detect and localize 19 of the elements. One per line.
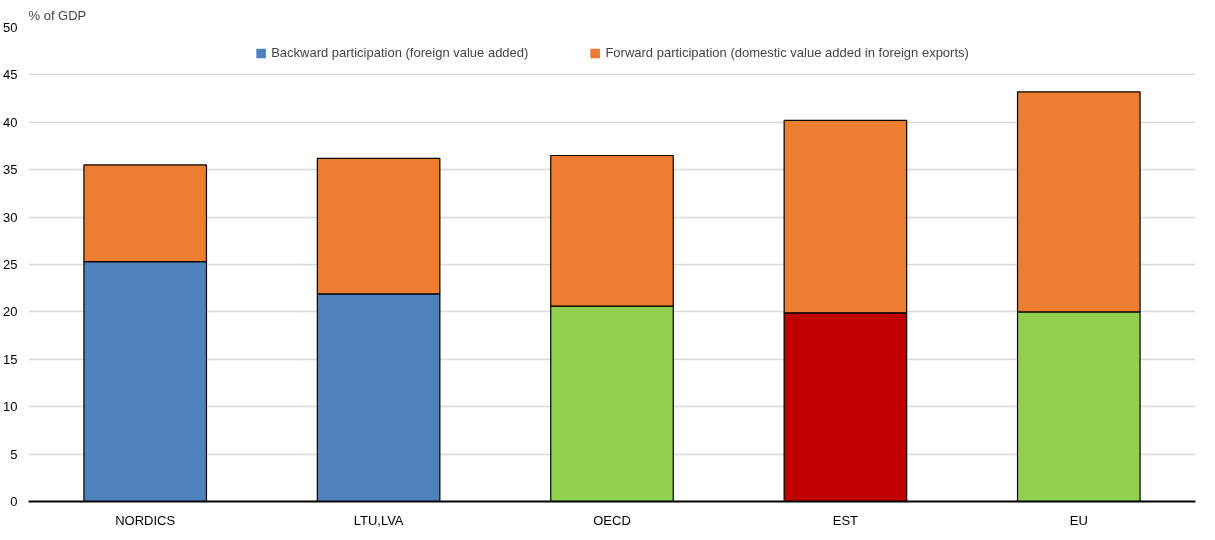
- y-tick-label: 40: [3, 114, 18, 130]
- x-tick-label: EST: [832, 512, 859, 528]
- y-tick-label: 50: [3, 20, 18, 35]
- x-tick-label: LTU,LVA: [353, 512, 404, 528]
- legend-label: Backward participation (foreign value added): [271, 45, 529, 60]
- legend-label: Forward participation (domestic value added in foreign exports): [605, 45, 969, 60]
- y-tick-label: 20: [3, 304, 18, 320]
- y-tick-label: 15: [3, 351, 18, 367]
- y-tick-label: 5: [10, 446, 18, 462]
- y-tick-label: 30: [3, 209, 18, 225]
- x-tick-label: EU: [1069, 512, 1088, 528]
- x-tick-label: NORDICS: [115, 512, 176, 528]
- y-tick-label: 0: [10, 494, 18, 509]
- y-tick-label: 25: [3, 257, 18, 272]
- y-tick-label: 35: [3, 162, 18, 178]
- y-tick-label: 45: [3, 67, 18, 83]
- x-tick-label: OECD: [593, 512, 631, 528]
- y-tick-label: 10: [3, 399, 18, 415]
- y-axis-title: % of GDP: [28, 7, 87, 23]
